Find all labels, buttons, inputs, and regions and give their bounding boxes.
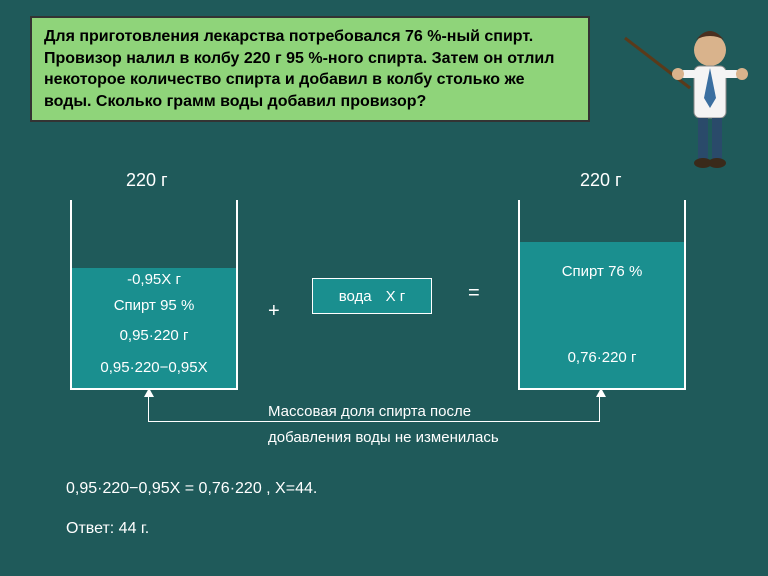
illustration-teacher <box>620 18 750 168</box>
equals-operator: = <box>468 282 480 305</box>
right-line-2: 0,76·220 г <box>524 346 680 370</box>
problem-statement: Для приготовления лекарства потребовался… <box>30 16 590 122</box>
right-beaker: Спирт 76 % 0,76·220 г <box>518 200 686 390</box>
equation-line: 0,95·220−0,95Х = 0,76·220 , Х=44. <box>66 480 317 498</box>
right-line-0: Спирт 76 % <box>524 260 680 284</box>
water-box: вода Х г <box>312 278 432 314</box>
left-line-2: 0,95·220 г <box>76 324 232 348</box>
right-mass-label: 220 г <box>580 170 622 191</box>
left-line-1: Спирт 95 % <box>76 294 232 318</box>
answer-line: Ответ: 44 г. <box>66 520 149 538</box>
left-line-3: 0,95·220−0,95Х <box>76 356 232 380</box>
left-mass-label: 220 г <box>126 170 168 191</box>
note-line-0: Массовая доля спирта после <box>268 398 471 425</box>
problem-text: Для приготовления лекарства потребовался… <box>44 28 554 110</box>
water-label: вода <box>339 288 372 305</box>
arrow-left-icon <box>144 388 154 397</box>
water-amount: Х г <box>386 288 406 305</box>
plus-operator: + <box>268 300 280 323</box>
arrow-right-icon <box>596 388 606 397</box>
left-line-0: -0,95Х г <box>76 268 232 292</box>
note-line-1: добавления воды не изменилась <box>268 424 499 451</box>
left-beaker: -0,95Х г Спирт 95 % 0,95·220 г 0,95·220−… <box>70 200 238 390</box>
